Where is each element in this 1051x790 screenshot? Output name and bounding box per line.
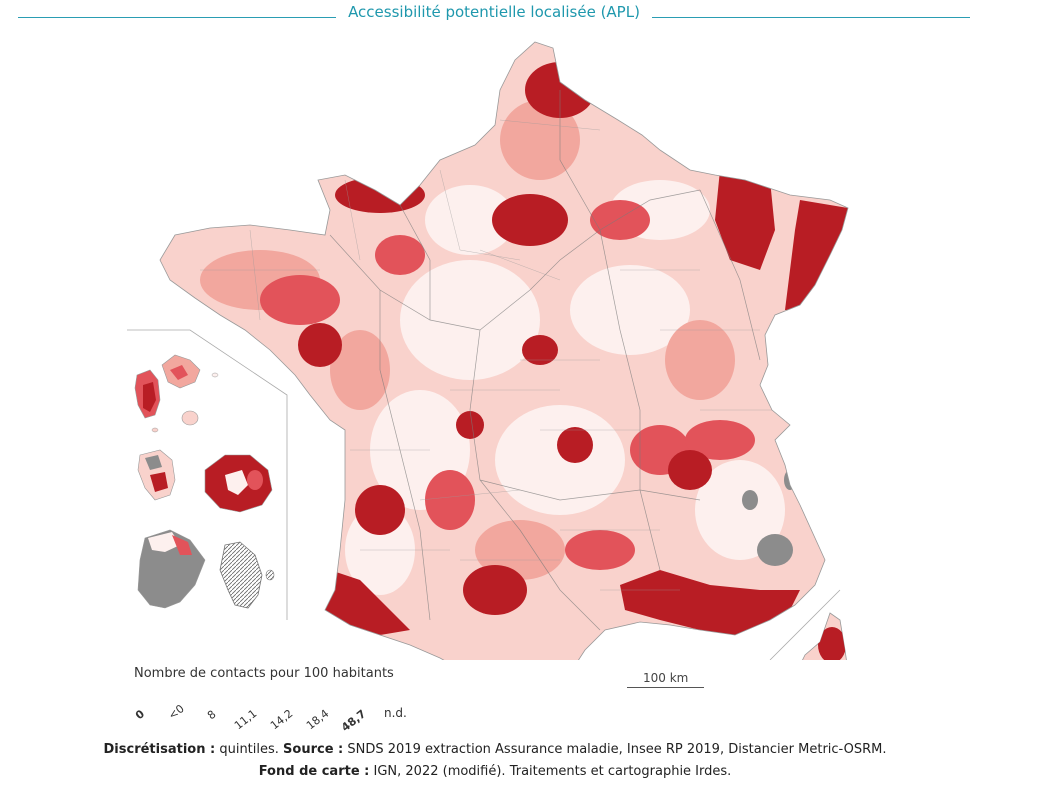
- footer-source-label: Source :: [283, 742, 344, 757]
- footer-discretisation-label: Discrétisation :: [103, 742, 216, 757]
- legend-tick-label: <0: [166, 702, 187, 723]
- hotspot-nantes: [298, 323, 342, 367]
- legend-title: Nombre de contacts pour 100 habitants: [134, 666, 394, 681]
- legend-tick-label: 8: [205, 707, 219, 723]
- patch-light: [695, 460, 785, 560]
- footer-discretisation-text: quintiles.: [215, 742, 284, 757]
- reunion-interior-light: [225, 470, 248, 495]
- legend-tick-label: 0: [133, 707, 148, 723]
- mainland-outline: [159, 41, 849, 660]
- hotspot-paris: [492, 194, 568, 246]
- mainland-patches: [200, 62, 848, 635]
- department-boundaries: [200, 119, 780, 591]
- title-rule-right: [652, 17, 970, 18]
- patch-medium: [475, 520, 565, 580]
- patch-light: [495, 405, 625, 515]
- guadeloupe-islet: [181, 410, 199, 426]
- legend-tick-label: 11,1: [232, 706, 260, 733]
- patch-light: [400, 260, 540, 380]
- zone-no-data: [757, 534, 793, 566]
- hotspot-limoges: [456, 411, 484, 439]
- patch-red: [685, 420, 755, 460]
- patch-medium: [330, 330, 390, 410]
- hotspot-toulouse: [463, 565, 527, 615]
- patch-red: [425, 470, 475, 530]
- corsica: [802, 612, 847, 660]
- hotspot-bordeaux: [355, 485, 405, 535]
- martinique-grey-area: [145, 455, 162, 470]
- martinique-hotspot: [150, 472, 168, 492]
- patch-medium: [665, 320, 735, 400]
- footer-line-2: Fond de carte : IGN, 2022 (modifié). Tra…: [0, 764, 990, 779]
- choropleth-map: [127, 41, 849, 660]
- legend-tick-label: 18,4: [304, 706, 332, 733]
- hotspot-lorraine: [715, 170, 775, 270]
- map-title-bar: Accessibilité potentielle localisée (APL…: [18, 3, 970, 25]
- scale-bar: [627, 687, 704, 688]
- hotspot-clermont: [557, 427, 593, 463]
- inset-guyane: [137, 529, 206, 609]
- mayotte-island: [219, 541, 263, 609]
- inset-martinique: [137, 449, 176, 501]
- patch-red: [590, 200, 650, 240]
- footer-basemap-label: Fond de carte :: [258, 764, 370, 779]
- guyane-coast-light: [148, 532, 180, 552]
- guyane-coast-red: [172, 535, 192, 555]
- inset-reunion: [204, 454, 273, 513]
- footer-line-1: Discrétisation : quintiles. Source : SND…: [0, 742, 990, 757]
- scale-label: 100 km: [643, 671, 689, 685]
- map-title: Accessibilité potentielle localisée (APL…: [340, 3, 648, 21]
- zone-no-data: [742, 490, 758, 510]
- patch-red: [565, 530, 635, 570]
- legend-tick-label: 48,7: [339, 707, 369, 735]
- inset-guadeloupe: [134, 354, 219, 433]
- footer-source-text: SNDS 2019 extraction Assurance maladie, …: [343, 742, 887, 757]
- guadeloupe-islet: [211, 372, 219, 378]
- hotspot-orleans: [522, 335, 558, 365]
- title-rule-left: [18, 17, 336, 18]
- zone-no-data: [784, 470, 796, 490]
- inset-frame-corsica: [769, 589, 841, 660]
- footer-basemap-text: IGN, 2022 (modifié). Traitements et cart…: [369, 764, 732, 779]
- legend-tick-label: 14,2: [268, 706, 296, 733]
- hotspot-normandy: [335, 177, 425, 213]
- hotspot-lyon: [668, 450, 712, 490]
- mainland-france: [159, 41, 849, 660]
- guadeloupe-grande-terre-core: [170, 365, 188, 380]
- mayotte-islet: [265, 569, 275, 581]
- guadeloupe-basse-terre-core: [143, 382, 156, 412]
- hotspot-aquitaine-coast: [325, 570, 410, 635]
- hotspot-mediterranean: [620, 570, 800, 635]
- corsica-hotspot: [818, 627, 846, 660]
- patch-light: [570, 265, 690, 355]
- legend-na-label: n.d.: [384, 706, 407, 720]
- reunion-red-area: [247, 470, 263, 490]
- patch-red: [375, 235, 425, 275]
- inset-mayotte: [219, 541, 275, 609]
- hotspot-alsace: [785, 200, 848, 310]
- patch-red: [260, 275, 340, 325]
- patch-light: [425, 185, 515, 255]
- guadeloupe-islet: [151, 427, 159, 433]
- inset-frame-left: [127, 329, 288, 620]
